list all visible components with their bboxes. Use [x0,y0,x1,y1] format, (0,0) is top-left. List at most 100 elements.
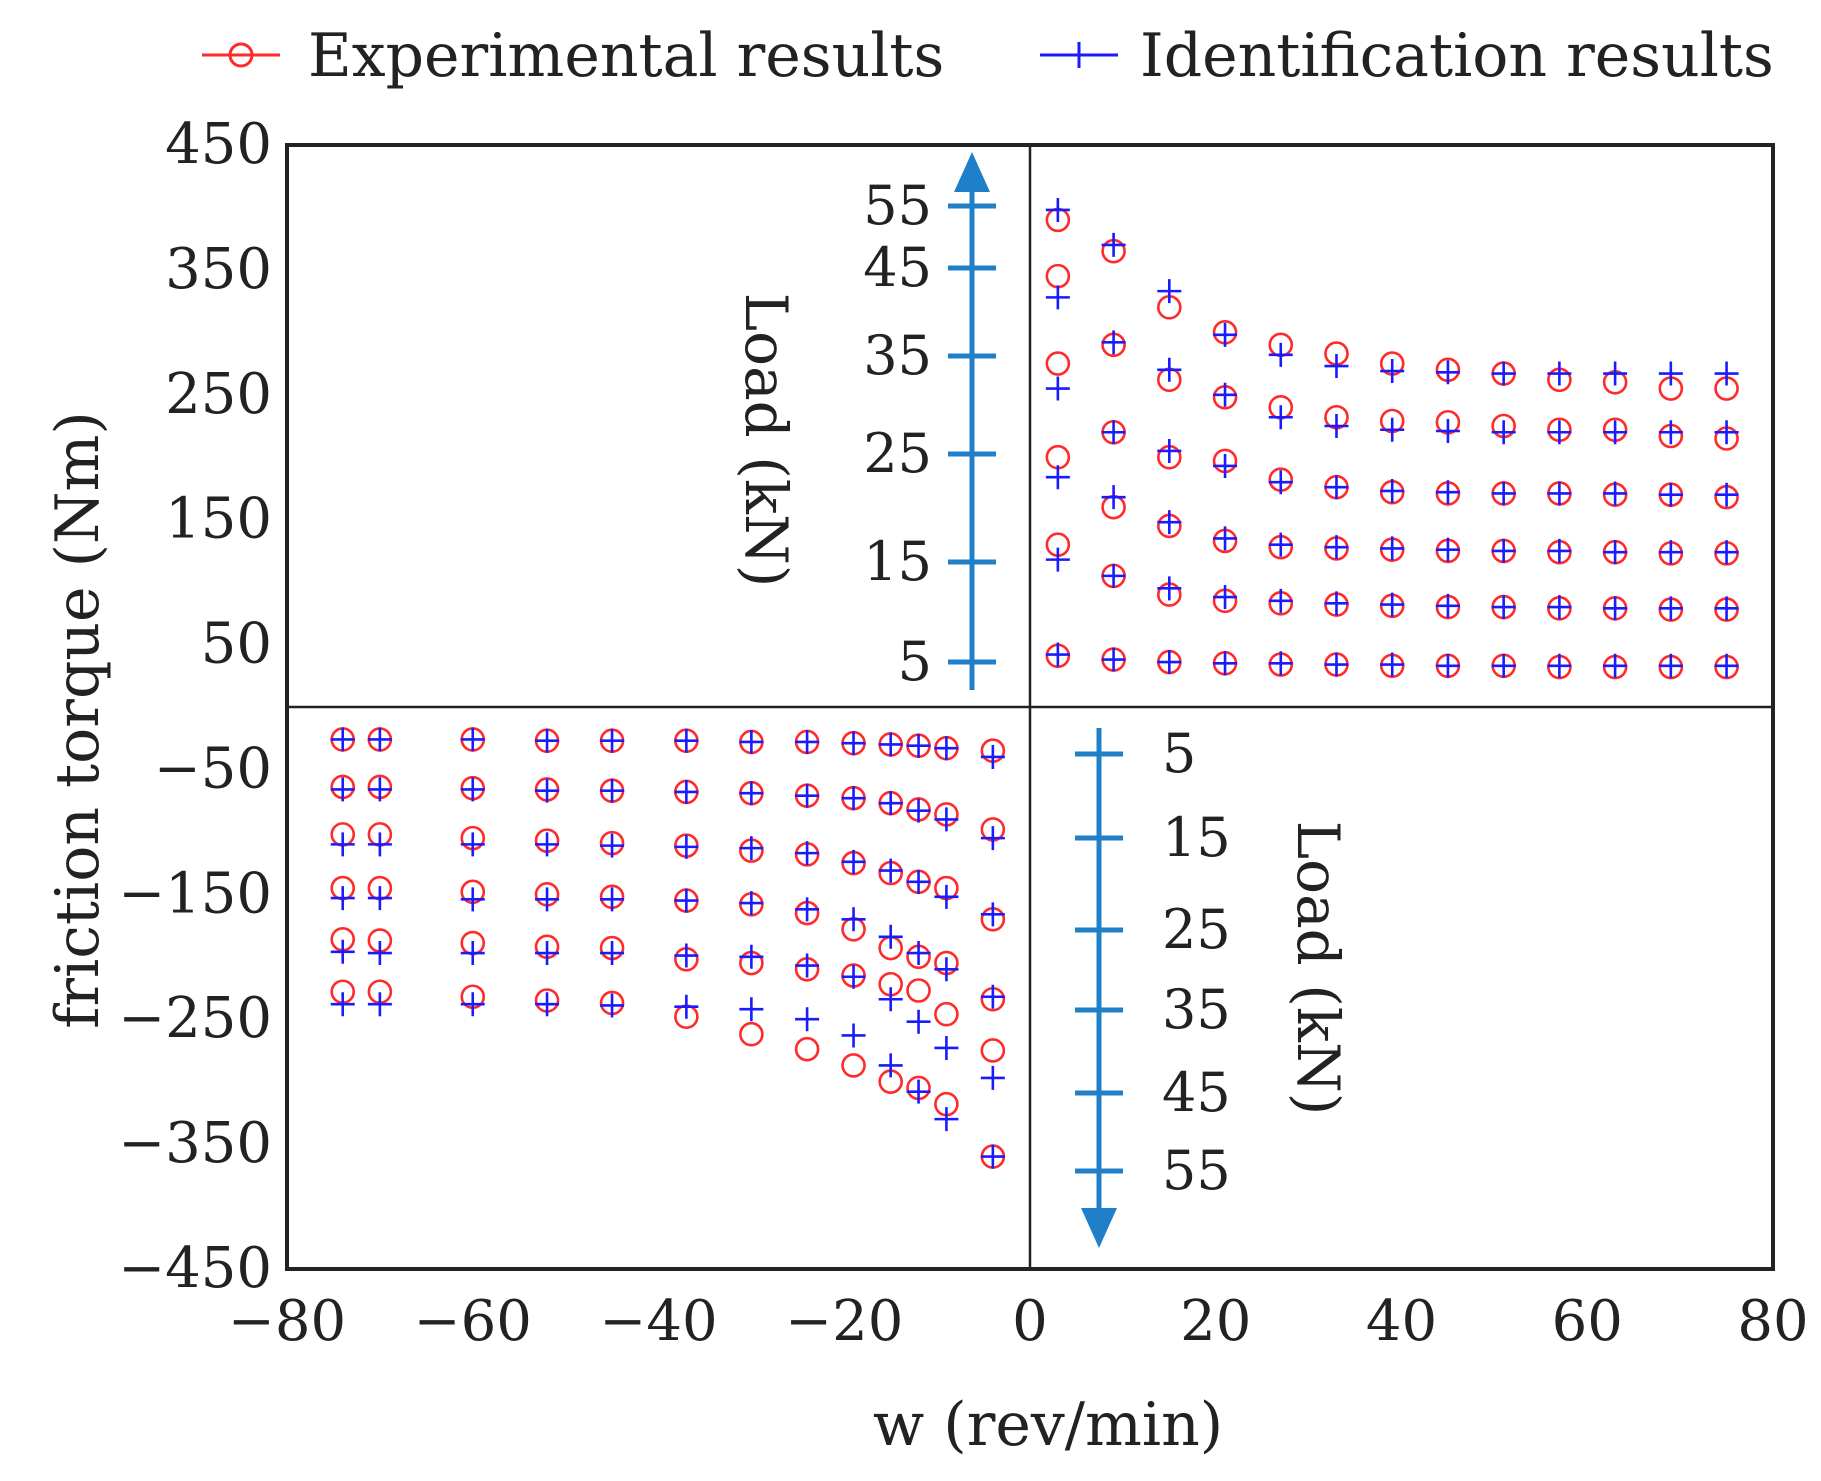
experimental-point-positive-35kN [1045,351,1071,376]
identification-point-negative-15kN [535,778,560,803]
identification-point-positive-35kN [1380,478,1405,503]
identification-point-negative-55kN [906,1079,931,1104]
identification-point-negative-55kN [330,992,355,1017]
identification-point-negative-15kN [878,791,903,816]
identification-point-positive-45kN [1435,418,1460,443]
identification-point-positive-45kN [1157,357,1182,382]
identification-point-negative-35kN [739,891,764,916]
identification-point-negative-5kN [330,727,355,752]
identification-point-negative-15kN [739,781,764,806]
identification-point-negative-15kN [600,778,625,803]
identification-point-positive-25kN [1045,465,1070,490]
identification-point-positive-5kN [1491,653,1516,678]
identification-point-positive-15kN [1380,592,1405,617]
identification-point-negative-45kN [600,941,625,966]
identification-point-negative-15kN [934,807,959,832]
x-tick-label: −40 [599,1289,717,1354]
x-tick-label: 60 [1552,1289,1623,1354]
identification-point-positive-55kN [1603,361,1628,386]
experimental-point-negative-55kN [739,1021,764,1047]
identification-point-negative-55kN [600,993,625,1018]
identification-point-positive-25kN [1547,538,1572,563]
identification-point-negative-45kN [330,939,355,964]
identification-point-positive-45kN [1268,405,1293,430]
identification-point-positive-55kN [1268,342,1293,367]
identification-point-negative-55kN [795,1007,820,1032]
identification-point-positive-35kN [1101,420,1126,445]
identification-point-negative-35kN [674,888,699,913]
identification-point-negative-5kN [600,728,625,753]
x-tick-label: −60 [414,1289,532,1354]
identification-point-positive-25kN [1380,536,1405,561]
identification-point-negative-25kN [934,884,959,909]
y-tick-label: −50 [154,736,272,801]
identification-point-positive-25kN [1714,540,1739,565]
identification-point-positive-5kN [1268,651,1293,676]
identification-point-positive-45kN [1324,414,1349,438]
identification-point-negative-35kN [841,907,866,932]
y-tick-label: −450 [118,1236,272,1301]
identification-point-negative-15kN [980,826,1005,851]
identification-point-negative-55kN [460,992,485,1017]
y-tick-label: 150 [165,487,272,552]
load-tick-label-positive: 55 [863,174,932,237]
identification-point-negative-55kN [878,1053,903,1078]
identification-point-positive-5kN [1714,653,1739,678]
identification-point-negative-25kN [460,832,485,857]
load-tick-label-negative: 45 [1162,1061,1231,1124]
identification-point-negative-55kN [674,994,699,1019]
identification-point-positive-35kN [1435,480,1460,505]
load-arrow-negative-head [1081,1208,1117,1248]
experimental-point-negative-45kN [934,1001,959,1027]
identification-point-negative-35kN [460,887,485,912]
load-tick-label-negative: 25 [1162,898,1231,961]
identification-point-positive-25kN [1435,537,1460,562]
identification-point-negative-45kN [739,944,764,969]
identification-point-positive-15kN [1603,596,1628,621]
tick-labels: −80 −60 −40 −20 0 20 40 60 80 450 350 250 150 50 −50 −1… [118,112,1808,1354]
identification-point-negative-45kN [535,941,560,966]
identification-point-positive-45kN [1547,420,1572,445]
identification-point-positive-55kN [1157,279,1182,304]
load-label-positive: Load (kN) [732,293,800,588]
experimental-point-negative-55kN [794,1036,820,1062]
y-tick-label: −350 [118,1111,272,1176]
identification-point-negative-35kN [795,897,820,922]
identification-point-positive-5kN [1101,647,1126,672]
identification-point-positive-5kN [1213,651,1238,676]
identification-point-positive-5kN [1547,653,1572,678]
identification-point-negative-5kN [934,736,959,761]
identification-point-positive-55kN [1547,361,1572,386]
identification-point-negative-45kN [674,943,699,968]
identification-point-positive-15kN [1268,588,1293,613]
load-tick-label-negative: 55 [1162,1139,1231,1202]
experimental-point-negative-45kN [980,1038,1006,1063]
y-tick-label: 250 [165,362,272,427]
identification-point-positive-45kN [1213,382,1238,407]
identification-point-negative-35kN [600,887,625,912]
identification-point-positive-25kN [1101,485,1126,510]
identification-point-negative-55kN [841,1023,866,1048]
identification-point-negative-15kN [330,777,355,802]
identification-point-negative-5kN [980,744,1005,769]
identification-point-negative-15kN [795,783,820,808]
identification-point-negative-35kN [906,941,931,966]
y-tick-label: −150 [118,861,272,926]
identification-point-negative-35kN [934,957,959,982]
load-tick-label-positive: 5 [898,630,932,693]
identification-point-negative-5kN [367,727,392,752]
identification-point-negative-15kN [460,777,485,802]
identification-point-positive-15kN [1547,595,1572,620]
identification-point-positive-25kN [1324,535,1349,560]
experimental-point-positive-25kN [1045,444,1071,470]
identification-point-positive-35kN [1491,481,1516,506]
identification-point-negative-15kN [367,777,392,802]
identification-point-negative-45kN [460,941,485,966]
identification-point-positive-15kN [1101,563,1126,588]
load-label-negative: Load (kN) [1284,821,1352,1116]
identification-point-negative-25kN [739,836,764,861]
experimental-point-negative-55kN [841,1053,866,1078]
identification-point-positive-25kN [1658,540,1683,565]
identification-point-negative-35kN [535,887,560,912]
